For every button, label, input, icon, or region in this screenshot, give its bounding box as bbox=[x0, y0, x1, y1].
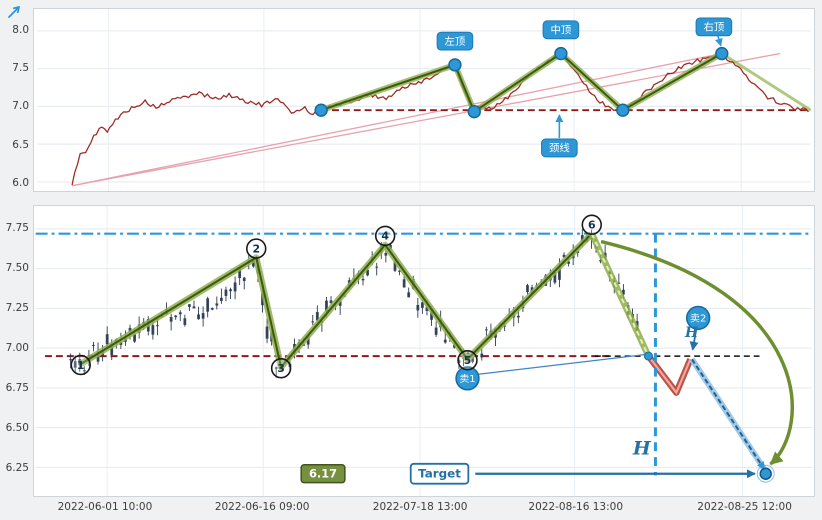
pink-trendline bbox=[71, 52, 780, 187]
peak-label-badge: 左顶 bbox=[436, 31, 474, 51]
svg-text:3: 3 bbox=[277, 362, 285, 375]
svg-text:4: 4 bbox=[381, 230, 389, 243]
pivot-dot bbox=[467, 105, 481, 119]
y-tick-label: 6.75 bbox=[5, 382, 29, 395]
x-tick-label: 2022-08-16 13:00 bbox=[528, 501, 624, 513]
svg-text:2: 2 bbox=[252, 242, 260, 255]
pivot-number-circle: 5 bbox=[457, 350, 478, 371]
y-tick-label: 7.00 bbox=[5, 342, 29, 355]
y-tick-label: 7.25 bbox=[5, 302, 29, 315]
zigzag-line bbox=[80, 233, 593, 370]
height-h-label: H bbox=[632, 438, 652, 460]
target-value-badge: 6.17 bbox=[300, 464, 346, 484]
pivot-number-circle: 4 bbox=[374, 225, 396, 247]
gridlines bbox=[37, 9, 811, 191]
pivot-number-circle: 6 bbox=[581, 214, 602, 235]
svg-text:中顶: 中顶 bbox=[551, 24, 572, 37]
y-tick-label: 7.75 bbox=[5, 222, 29, 235]
pullback-v-core bbox=[647, 355, 692, 395]
neck-break-dot bbox=[643, 351, 653, 361]
svg-text:颈线: 颈线 bbox=[549, 142, 570, 155]
target-label-badge: Target bbox=[409, 462, 470, 485]
pivot-number-circle: 3 bbox=[270, 357, 292, 379]
peak-label-badge: 右顶 bbox=[695, 17, 733, 37]
decline-dashed-core bbox=[590, 233, 650, 357]
y-tick-label: 8.0 bbox=[12, 24, 29, 37]
x-tick-label: 2022-06-01 10:00 bbox=[57, 501, 153, 513]
pivot-number-circle: 2 bbox=[246, 238, 267, 259]
y-tick-label: 7.0 bbox=[12, 100, 29, 113]
y-tick-label: 7.5 bbox=[12, 62, 29, 75]
bottom-candlestick-panel[interactable]: 卖1 卖2 1 2 3 4 5 6 H H 6.17 Target bbox=[33, 205, 815, 497]
pivot-dot bbox=[554, 46, 568, 61]
pattern-zigzag-halo bbox=[320, 50, 724, 115]
pivot-dot bbox=[715, 46, 729, 61]
x-tick-label: 2022-07-18 13:00 bbox=[372, 501, 468, 513]
decline-tail-line bbox=[721, 52, 812, 112]
height-h-label: H bbox=[684, 325, 699, 341]
pink-trendline bbox=[71, 52, 722, 187]
pivot-dot bbox=[314, 103, 328, 117]
y-tick-label: 6.50 bbox=[5, 422, 29, 435]
target-point-ring bbox=[756, 464, 775, 483]
top-price-panel[interactable]: 左顶 中顶 右顶颈线 bbox=[33, 8, 815, 192]
gridlines bbox=[35, 206, 813, 496]
pivot-dot bbox=[448, 58, 462, 72]
x-tick-label: 2022-08-25 12:00 bbox=[697, 501, 792, 513]
projection-curve-arrow bbox=[600, 239, 794, 466]
svg-text:Target: Target bbox=[418, 467, 461, 481]
svg-text:5: 5 bbox=[464, 354, 472, 367]
zigzag-halo bbox=[79, 231, 595, 371]
breakdown-arrow bbox=[691, 358, 765, 470]
y-tick-label: 6.5 bbox=[12, 138, 29, 151]
pivot-number-circle: 1 bbox=[70, 354, 91, 376]
svg-text:6: 6 bbox=[588, 219, 596, 232]
svg-text:左顶: 左顶 bbox=[445, 35, 466, 48]
sell1-badge: 卖1 bbox=[455, 366, 480, 391]
x-tick-label: 2022-06-16 09:00 bbox=[214, 501, 310, 513]
svg-text:卖1: 卖1 bbox=[459, 373, 475, 385]
y-tick-label: 6.0 bbox=[12, 176, 29, 189]
peak-label-badge: 中顶 bbox=[542, 20, 580, 40]
sell2-arrow bbox=[689, 329, 699, 351]
peak-pointer-arrow bbox=[715, 35, 723, 47]
sell2-badge: 卖2 bbox=[685, 305, 711, 331]
sell1-pointer-line bbox=[477, 353, 646, 375]
y-tick-label: 6.25 bbox=[5, 462, 29, 475]
y-tick-label: 7.50 bbox=[5, 262, 29, 275]
annotation-arrow-icon[interactable] bbox=[6, 4, 22, 20]
neckline-label-badge: 颈线 bbox=[541, 138, 578, 158]
svg-text:右顶: 右顶 bbox=[704, 21, 725, 34]
pivot-dot bbox=[616, 103, 630, 117]
bottom-candlestick-chart[interactable]: 卖1 卖2 1 2 3 4 5 6 H H 6.17 Target bbox=[34, 206, 814, 496]
pattern-zigzag bbox=[320, 52, 723, 114]
svg-text:卖2: 卖2 bbox=[690, 313, 706, 325]
svg-text:6.17: 6.17 bbox=[309, 467, 337, 481]
target-point-dot bbox=[759, 467, 772, 480]
svg-text:1: 1 bbox=[77, 359, 85, 372]
